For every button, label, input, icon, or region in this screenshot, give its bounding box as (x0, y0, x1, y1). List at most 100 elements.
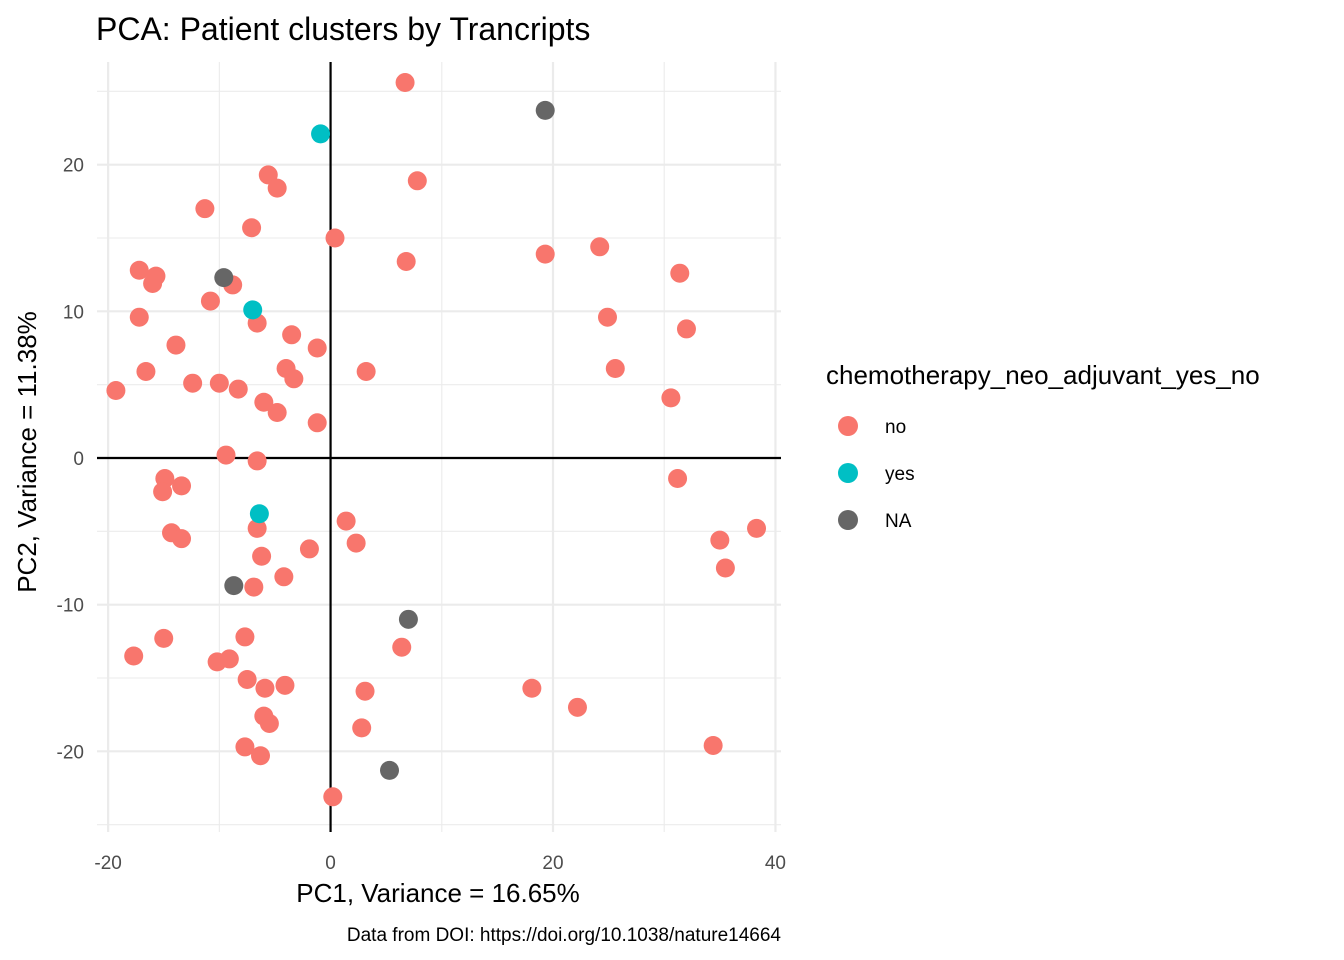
data-point-no (396, 251, 416, 271)
x-axis-tick-labels: -20 0 20 40 (94, 853, 786, 874)
data-point-no (153, 482, 173, 502)
y-axis-title: PC2, Variance = 11.38% (12, 311, 42, 593)
data-point-no (676, 319, 696, 339)
data-point-no (183, 373, 203, 393)
data-point-no (661, 388, 681, 408)
data-point-no (392, 637, 412, 657)
data-point-no (336, 511, 356, 531)
data-point-no (242, 218, 262, 238)
x-tick-label: 40 (765, 853, 786, 874)
legend: chemotherapy_neo_adjuvant_yes_no no yes NA (826, 360, 1260, 532)
legend-label-na: NA (885, 511, 912, 532)
data-point-no (535, 244, 555, 264)
data-point-na (214, 268, 234, 288)
data-point-no (254, 392, 274, 412)
data-point-no (323, 787, 343, 807)
data-point-no (703, 735, 723, 755)
series-na (214, 100, 555, 780)
data-point-no (710, 530, 730, 550)
data-point-no (259, 713, 279, 733)
data-point-no (346, 533, 366, 553)
data-point-yes (311, 124, 331, 144)
data-point-no (143, 273, 163, 293)
series-yes (243, 124, 331, 524)
data-point-no (670, 263, 690, 283)
data-point-no (307, 413, 327, 433)
y-tick-label: -20 (57, 742, 84, 763)
data-point-no (605, 359, 625, 379)
data-point-no (244, 577, 264, 597)
legend-label-no: no (885, 417, 906, 438)
data-point-no (195, 199, 215, 219)
plot-panel (97, 62, 781, 832)
data-point-no (129, 307, 149, 327)
data-point-no (299, 539, 319, 559)
data-point-no (255, 678, 275, 698)
data-point-no (274, 567, 294, 587)
data-point-na (380, 760, 400, 780)
legend-key-yes (838, 463, 858, 483)
minor-gridlines (97, 62, 781, 832)
x-axis-title: PC1, Variance = 16.65% (296, 878, 580, 908)
data-point-no (590, 237, 610, 257)
data-points (106, 73, 767, 807)
data-point-no (209, 373, 229, 393)
y-tick-label: 10 (63, 302, 84, 323)
data-point-no (166, 335, 186, 355)
chart-caption: Data from DOI: https://doi.org/10.1038/n… (347, 925, 782, 946)
data-point-no (267, 178, 287, 198)
y-tick-label: 0 (73, 449, 84, 470)
data-point-no (228, 379, 248, 399)
x-tick-label: 20 (542, 853, 563, 874)
data-point-no (250, 746, 270, 766)
data-point-na (224, 576, 244, 596)
data-point-na (535, 100, 555, 120)
data-point-na (398, 609, 418, 629)
data-point-no (154, 628, 174, 648)
data-point-no (276, 359, 296, 379)
data-point-no (567, 697, 587, 717)
series-no (106, 73, 767, 807)
data-point-no (172, 529, 192, 549)
x-tick-label: -20 (94, 853, 121, 874)
data-point-no (668, 469, 688, 489)
data-point-no (356, 361, 376, 381)
data-point-no (247, 451, 267, 471)
data-point-no (237, 669, 257, 689)
data-point-no (247, 518, 267, 538)
data-point-no (352, 718, 372, 738)
data-point-no (747, 518, 767, 538)
legend-label-yes: yes (885, 464, 915, 485)
data-point-no (129, 260, 149, 280)
chart-title: PCA: Patient clusters by Trancripts (96, 11, 590, 47)
data-point-no (252, 546, 272, 566)
data-point-no (325, 228, 345, 248)
data-point-no (597, 307, 617, 327)
major-gridlines (97, 62, 781, 832)
data-point-no (355, 681, 375, 701)
data-point-no (275, 675, 295, 695)
data-point-no (216, 445, 236, 465)
y-tick-label: 20 (63, 156, 84, 177)
data-point-no (235, 627, 255, 647)
data-point-no (307, 338, 327, 358)
data-point-no (267, 403, 287, 423)
data-point-no (106, 381, 126, 401)
data-point-no (136, 361, 156, 381)
zero-reference-lines (97, 62, 781, 832)
data-point-no (219, 649, 239, 669)
data-point-no (124, 646, 144, 666)
y-axis-tick-labels: -20 -10 0 10 20 (57, 156, 84, 764)
data-point-no (395, 73, 415, 93)
data-point-no (235, 737, 255, 757)
legend-key-na (838, 510, 858, 530)
legend-key-no (838, 416, 858, 436)
y-tick-label: -10 (57, 596, 84, 617)
data-point-no (200, 291, 220, 311)
data-point-no (522, 678, 542, 698)
data-point-yes (249, 504, 269, 524)
legend-entries: no yes NA (838, 416, 915, 532)
legend-title: chemotherapy_neo_adjuvant_yes_no (826, 360, 1260, 390)
data-point-no (282, 325, 302, 345)
